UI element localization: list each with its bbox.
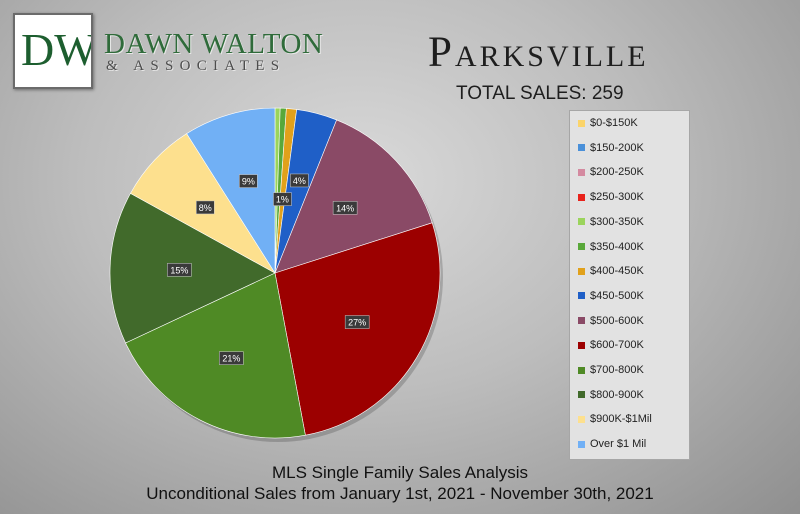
legend-label: $250-300K bbox=[590, 191, 644, 204]
svg-text:14%: 14% bbox=[336, 203, 354, 213]
svg-text:8%: 8% bbox=[199, 203, 212, 213]
legend-swatch bbox=[578, 366, 585, 374]
data-label-11: 15% bbox=[167, 263, 192, 277]
legend-label: $0-$150K bbox=[590, 117, 638, 129]
logo-monogram: DW bbox=[21, 24, 91, 75]
page-title: Parksville bbox=[428, 29, 649, 76]
legend-item-3: $250-300K bbox=[578, 189, 644, 205]
logo-monogram-text: DW bbox=[21, 24, 91, 75]
legend-item-2: $200-250K bbox=[578, 164, 644, 180]
legend-item-4: $300-350K bbox=[578, 214, 644, 230]
legend-item-1: $150-200K bbox=[578, 140, 644, 156]
legend-label: $700-800K bbox=[590, 364, 644, 376]
legend-item-11: $800-900K bbox=[578, 387, 644, 403]
legend-item-7: $450-500K bbox=[578, 288, 644, 304]
legend-item-0: $0-$150K bbox=[578, 115, 638, 131]
pie-slice-8 bbox=[274, 119, 433, 274]
legend-label: $900K-$1Mil bbox=[590, 413, 652, 426]
data-label-6: 1% bbox=[273, 192, 292, 206]
legend-label: $350-400K bbox=[590, 240, 644, 253]
data-label-8: 14% bbox=[332, 201, 358, 215]
legend-swatch bbox=[578, 193, 585, 201]
data-label-12: 8% bbox=[196, 200, 215, 215]
legend-label: $600-700K bbox=[590, 339, 644, 352]
legend-label: $500-600K bbox=[590, 314, 644, 327]
legend-swatch bbox=[578, 243, 585, 250]
footer-date-range: Unconditional Sales from January 1st, 20… bbox=[146, 484, 654, 503]
footer-title: MLS Single Family Sales Analysis bbox=[271, 463, 529, 482]
svg-text:15%: 15% bbox=[170, 265, 188, 275]
legend-item-10: $700-800K bbox=[578, 362, 644, 378]
legend-label: $200-250K bbox=[590, 166, 644, 179]
brand-subtitle: & ASSOCIATES bbox=[106, 58, 286, 74]
pie-slice-10 bbox=[125, 272, 306, 439]
legend-item-5: $350-400K bbox=[578, 239, 644, 255]
brand-name: DAWN WALTON bbox=[104, 28, 324, 60]
legend-label: $400-450K bbox=[590, 265, 644, 278]
legend-swatch bbox=[578, 292, 585, 300]
svg-text:9%: 9% bbox=[242, 177, 255, 187]
legend-label: $800-900K bbox=[590, 388, 644, 401]
pie-slice-9 bbox=[274, 222, 441, 436]
legend-swatch bbox=[578, 119, 585, 127]
legend-swatch bbox=[578, 168, 585, 176]
legend-label: $150-200K bbox=[590, 141, 644, 154]
legend-swatch bbox=[578, 317, 585, 325]
svg-text:1%: 1% bbox=[276, 195, 289, 205]
legend-swatch bbox=[578, 341, 585, 349]
data-label-7: 4% bbox=[290, 173, 309, 188]
svg-text:27%: 27% bbox=[348, 318, 366, 328]
legend-swatch bbox=[578, 440, 585, 448]
legend-swatch bbox=[578, 391, 585, 399]
legend-swatch bbox=[578, 144, 585, 152]
svg-text:21%: 21% bbox=[222, 354, 240, 364]
legend-label: $300-350K bbox=[590, 215, 644, 228]
legend-swatch bbox=[578, 415, 585, 423]
legend-swatch bbox=[578, 267, 585, 275]
legend-item-12: $900K-$1Mil bbox=[578, 411, 652, 427]
legend-label: $450-500K bbox=[590, 289, 644, 302]
data-label-13: 9% bbox=[239, 174, 258, 188]
legend-item-13: Over $1 Mil bbox=[578, 436, 646, 452]
legend-item-6: $400-450K bbox=[578, 263, 644, 279]
pie-slice-11 bbox=[109, 192, 276, 344]
pie-slice-13 bbox=[186, 107, 276, 275]
legend-label: Over $1 Mil bbox=[590, 438, 647, 451]
svg-text:4%: 4% bbox=[293, 176, 306, 186]
logo: DW bbox=[13, 13, 93, 89]
data-label-9: 27% bbox=[344, 315, 370, 329]
legend-item-8: $500-600K bbox=[578, 313, 644, 329]
legend-item-9: $600-700K bbox=[578, 337, 644, 353]
chart-legend: $0-$150K $150-200K $200-250K $250-300K $300-… bbox=[569, 110, 690, 460]
legend-swatch bbox=[578, 218, 585, 226]
data-label-10: 21% bbox=[219, 351, 244, 365]
total-sales: TOTAL SALES: 259 bbox=[456, 83, 624, 104]
